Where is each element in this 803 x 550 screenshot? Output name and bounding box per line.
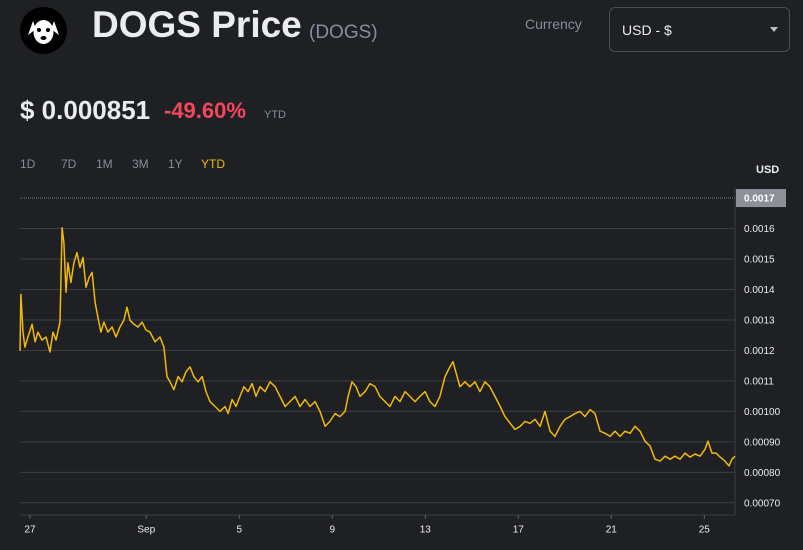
- x-tick-label: 13: [420, 525, 432, 536]
- coin-symbol: (DOGS): [309, 22, 378, 43]
- range-tab[interactable]: YTD: [201, 157, 225, 171]
- y-tick-label: 0.00100: [744, 407, 781, 418]
- x-tick-label: 5: [236, 525, 242, 536]
- y-tick-label: 0.00080: [744, 468, 781, 479]
- range-tab[interactable]: 7D: [61, 157, 77, 171]
- y-tick-label: 0.0012: [744, 346, 775, 357]
- x-tick-label: 25: [699, 525, 711, 536]
- y-tick-label: 0.0014: [744, 285, 775, 296]
- price-line: [19, 227, 736, 467]
- x-tick-label: 17: [513, 525, 525, 536]
- y-tick-label: 0.0017: [744, 194, 775, 205]
- y-tick-label: 0.0013: [744, 316, 775, 327]
- dropdown-arrow: [770, 27, 778, 32]
- range-tab[interactable]: 3M: [132, 157, 149, 171]
- dog-icon: [28, 20, 59, 44]
- current-price: $ 0.000851: [20, 95, 151, 125]
- range-tab[interactable]: 1M: [96, 157, 113, 171]
- y-tick-label: 0.0016: [744, 224, 775, 235]
- y-tick-label: 0.00070: [744, 498, 781, 509]
- x-tick-label: 21: [606, 525, 618, 536]
- currency-select[interactable]: USD - $: [609, 7, 790, 52]
- x-tick-label: 27: [24, 525, 36, 536]
- currency-label: Currency: [525, 16, 582, 32]
- price-change: -49.60%: [164, 98, 246, 123]
- currency-value: USD - $: [622, 22, 672, 38]
- range-tab[interactable]: 1D: [20, 157, 36, 171]
- y-tick-label: 0.0015: [744, 255, 775, 266]
- y-axis-unit: USD: [756, 164, 780, 176]
- coin-logo: [20, 7, 67, 54]
- change-period: YTD: [264, 109, 286, 121]
- y-tick-label: 0.00090: [744, 437, 781, 448]
- range-tab[interactable]: 1Y: [168, 157, 183, 171]
- page-title: DOGS Price: [92, 4, 302, 45]
- tick-label-box: [736, 189, 786, 208]
- y-tick-label: 0.0011: [744, 377, 774, 388]
- x-tick-label: 9: [329, 525, 335, 536]
- x-tick-label: Sep: [137, 525, 155, 536]
